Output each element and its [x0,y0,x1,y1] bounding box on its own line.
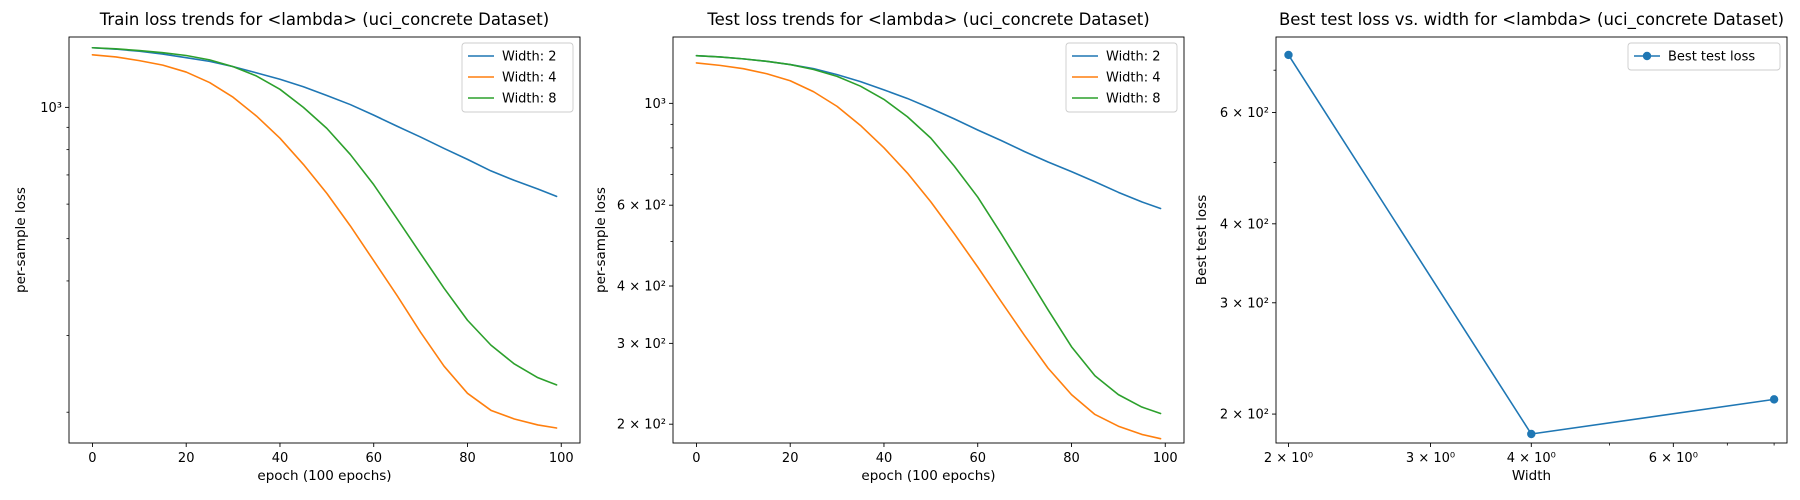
y-tick-label: 2 × 10² [1220,408,1269,423]
legend-marker [1642,51,1652,61]
legend-box [1065,42,1178,113]
legend-label: Width: 2 [1106,50,1161,65]
legend-box [461,42,574,113]
legend-label: Width: 2 [502,50,557,65]
x-tick-label: 100 [549,451,574,466]
x-tick-label: 60 [969,451,986,466]
legend-box [1627,42,1781,71]
chart-title: Best test loss vs. width for <lambda> (u… [1279,10,1784,30]
axes-frame [68,36,581,444]
chart-title: Test loss trends for <lambda> (uci_concr… [706,10,1149,30]
x-tick-label: 40 [876,451,893,466]
y-tick-label: 4 × 10² [617,280,666,295]
series-point [1284,50,1293,60]
x-tick-label: 0 [692,451,700,466]
x-tick-label: 20 [782,451,799,466]
x-axis-label: epoch (100 epochs) [257,468,391,484]
series-line-1 [91,46,558,198]
legend-label: Width: 8 [502,92,557,107]
y-tick-label: 4 × 10² [1220,217,1269,232]
series-point [1769,395,1779,404]
y-tick-label: 3 × 10² [617,337,666,352]
x-tick-label: 80 [1063,451,1080,466]
legend-label: Width: 8 [1106,92,1161,107]
y-tick-label: 2 × 10² [617,418,666,433]
legend: Best test loss [1627,42,1781,71]
series-line-2 [91,53,558,429]
y-axis-label: Best test loss [1194,195,1210,285]
subplot-3: Best test loss vs. width for <lambda> (u… [1194,10,1788,484]
subplot-1: Train loss trends for <lambda> (uci_conc… [13,10,581,484]
x-tick-label: 3 × 10⁰ [1406,451,1455,466]
y-axis-label: per-sample loss [13,187,29,293]
y-tick-label: 10³ [40,101,62,116]
y-tick-label: 3 × 10² [1220,296,1269,311]
chart-title: Train loss trends for <lambda> (uci_conc… [99,10,549,30]
y-tick-label: 6 × 10² [617,199,666,214]
x-tick-label: 0 [88,451,96,466]
x-axis-label: Width [1512,468,1551,484]
series-line-3 [91,46,558,386]
series-point [1527,429,1536,439]
x-tick-label: 100 [1153,451,1178,466]
legend-label: Width: 4 [1106,71,1161,86]
subplot-2: Test loss trends for <lambda> (uci_concr… [593,10,1185,484]
series-line-3 [695,54,1162,415]
legend-label: Best test loss [1668,50,1755,65]
axes-frame [1275,36,1788,444]
x-tick-label: 4 × 10⁰ [1507,451,1556,466]
x-tick-label: 2 × 10⁰ [1264,451,1313,466]
x-tick-label: 80 [459,451,476,466]
x-tick-label: 6 × 10⁰ [1649,451,1698,466]
y-tick-label: 10³ [644,97,666,112]
legend: Width: 2 Width: 4 Width: 8 [1065,42,1178,113]
x-tick-label: 40 [272,451,289,466]
x-axis-label: epoch (100 epochs) [861,468,995,484]
y-tick-label: 6 × 10² [1220,106,1269,121]
series-line-2 [695,62,1162,440]
legend: Width: 2 Width: 4 Width: 8 [461,42,574,113]
y-axis-label: per-sample loss [593,187,609,293]
legend-label: Width: 4 [502,71,557,86]
x-tick-label: 60 [365,451,382,466]
series-line-1 [1287,54,1775,435]
x-tick-label: 20 [178,451,195,466]
axes-frame [672,36,1185,444]
